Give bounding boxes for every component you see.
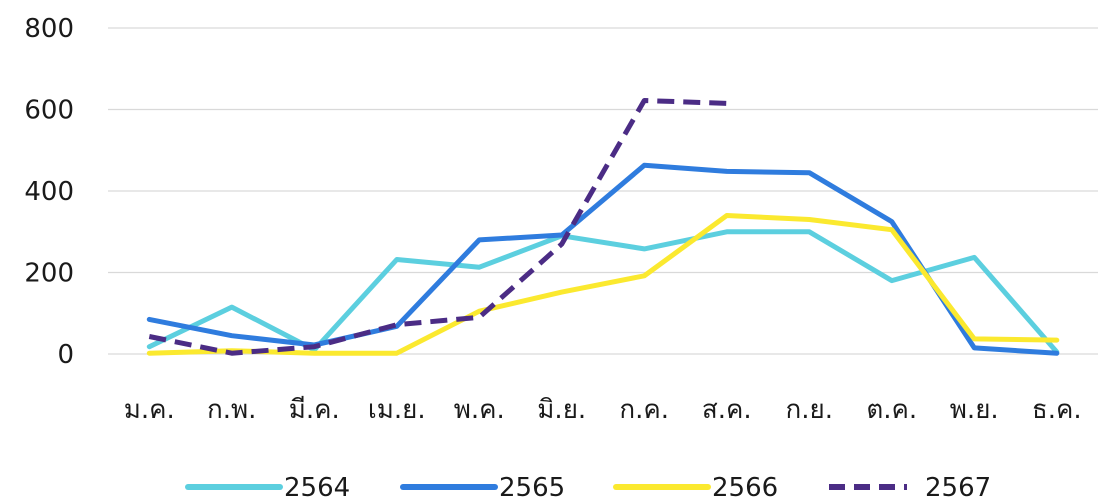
x-tick-label: พ.ค.: [454, 395, 505, 425]
x-tick-label: ก.ค.: [619, 395, 669, 425]
legend-label-2566: 2566: [712, 473, 778, 500]
legend-label-2565: 2565: [499, 473, 565, 500]
x-tick-label: มิ.ย.: [537, 395, 586, 425]
series-line-2566: [146, 213, 1060, 356]
x-tick-label: ธ.ค.: [1032, 395, 1082, 425]
x-tick-label: ก.พ.: [207, 395, 256, 425]
y-tick-label: 200: [24, 259, 74, 289]
series-line-2564: [146, 229, 1060, 355]
legend-label-2567: 2567: [925, 473, 991, 500]
x-tick-label: ส.ค.: [702, 395, 752, 425]
x-tick-label: ก.ย.: [785, 395, 833, 425]
series-lines: [146, 98, 1060, 356]
x-tick-label: ต.ค.: [866, 395, 917, 425]
y-tick-label: 800: [24, 14, 74, 44]
y-tick-label: 600: [24, 96, 74, 126]
series-line-2565: [146, 162, 1060, 356]
x-axis-ticks: ม.ค. ก.พ. มี.ค. เม.ย. พ.ค. มิ.ย. ก.ค. ส.ค. ก.ย. ต…: [124, 395, 1082, 425]
gridlines: [108, 27, 1098, 355]
y-tick-label: 400: [24, 177, 74, 207]
y-tick-label: 0: [57, 340, 74, 370]
x-tick-label: มี.ค.: [289, 395, 340, 425]
legend: 2564 2565 2566 2567: [185, 473, 991, 500]
x-tick-label: พ.ย.: [950, 395, 999, 425]
x-tick-label: เม.ย.: [368, 395, 426, 425]
y-axis-ticks: 0 200 400 600 800: [24, 14, 74, 370]
series-line-2567: [148, 98, 727, 356]
legend-label-2564: 2564: [284, 473, 350, 500]
x-tick-label: ม.ค.: [124, 395, 175, 425]
